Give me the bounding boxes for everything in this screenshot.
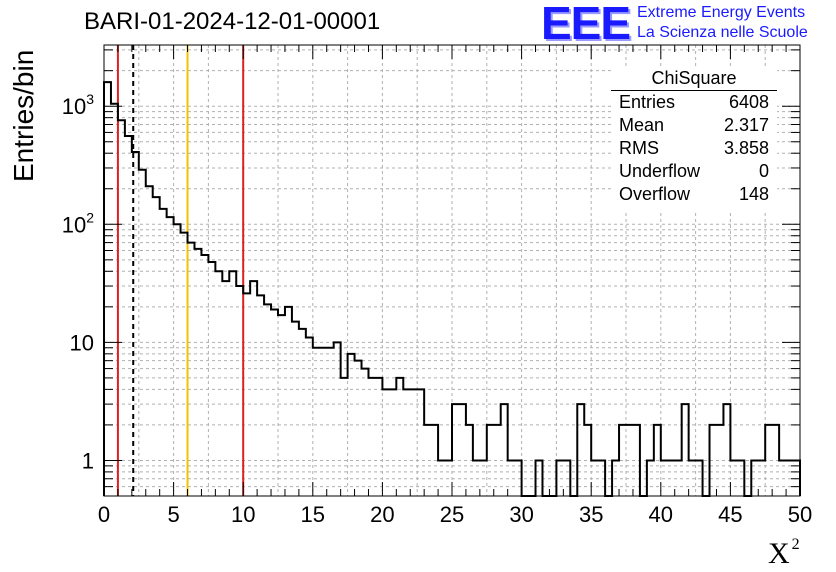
x-tick-label: 25 <box>440 502 464 527</box>
y-tick-label: 10 <box>70 330 94 355</box>
x-tick-label: 10 <box>231 502 255 527</box>
x-tick-label: 20 <box>370 502 394 527</box>
reference-lines <box>116 45 245 496</box>
stats-row: Overflow 148 <box>611 183 777 206</box>
logo-line-1: Extreme Energy Events <box>637 4 806 21</box>
y-tick-base: 10 <box>70 330 94 355</box>
stats-row: Entries 6408 <box>611 91 777 114</box>
stats-value: 6408 <box>728 92 769 112</box>
stats-row: Underflow 0 <box>611 160 777 183</box>
y-tick-label: 1 <box>82 448 94 473</box>
y-tick-base: 1 <box>82 448 94 473</box>
stats-value: 2.317 <box>723 115 769 135</box>
x-tick-label: 0 <box>98 502 110 527</box>
stats-label: RMS <box>619 138 659 158</box>
x-tick-label: 45 <box>718 502 742 527</box>
y-tick-base: 10 <box>62 212 86 237</box>
y-axis-label: Entries/bin <box>8 49 39 182</box>
x-tick-label: 40 <box>649 502 673 527</box>
y-tick-exponent: 3 <box>86 91 94 107</box>
logo-line-2: La Scienza nelle Scuole <box>637 24 808 41</box>
x-axis-label-base: X <box>768 537 790 570</box>
x-tick-labels: 0 5 10 15 20 25 30 35 40 45 50 <box>98 502 812 527</box>
plot-title: BARI-01-2024-12-01-00001 <box>84 8 381 35</box>
stats-title: ChiSquare <box>611 66 777 91</box>
stats-row: Mean 2.317 <box>611 114 777 137</box>
stats-value: 3.858 <box>723 138 769 158</box>
x-tick-label: 50 <box>788 502 812 527</box>
y-tick-label: 102 <box>62 209 94 237</box>
stats-row: RMS 3.858 <box>611 137 777 160</box>
stats-value: 0 <box>758 161 769 181</box>
x-tick-label: 35 <box>579 502 603 527</box>
eee-logo: EEE <box>541 0 631 49</box>
histogram-line <box>103 81 801 497</box>
stats-value: 148 <box>738 184 769 204</box>
x-tick-label: 30 <box>509 502 533 527</box>
stats-box: ChiSquare Entries 6408 Mean 2.317 RMS 3.858… <box>611 66 777 210</box>
x-axis-label-superscript: 2 <box>791 536 800 553</box>
y-tick-label: 103 <box>62 91 94 119</box>
y-tick-base: 10 <box>62 94 86 119</box>
stats-label: Underflow <box>619 161 701 181</box>
x-tick-label: 5 <box>167 502 179 527</box>
y-tick-exponent: 2 <box>86 209 94 225</box>
x-tick-label: 15 <box>301 502 325 527</box>
axis-ticks <box>103 45 801 496</box>
stats-label: Mean <box>619 115 665 135</box>
stats-label: Entries <box>619 92 676 112</box>
grid-lines <box>104 45 800 496</box>
stats-label: Overflow <box>619 184 691 204</box>
